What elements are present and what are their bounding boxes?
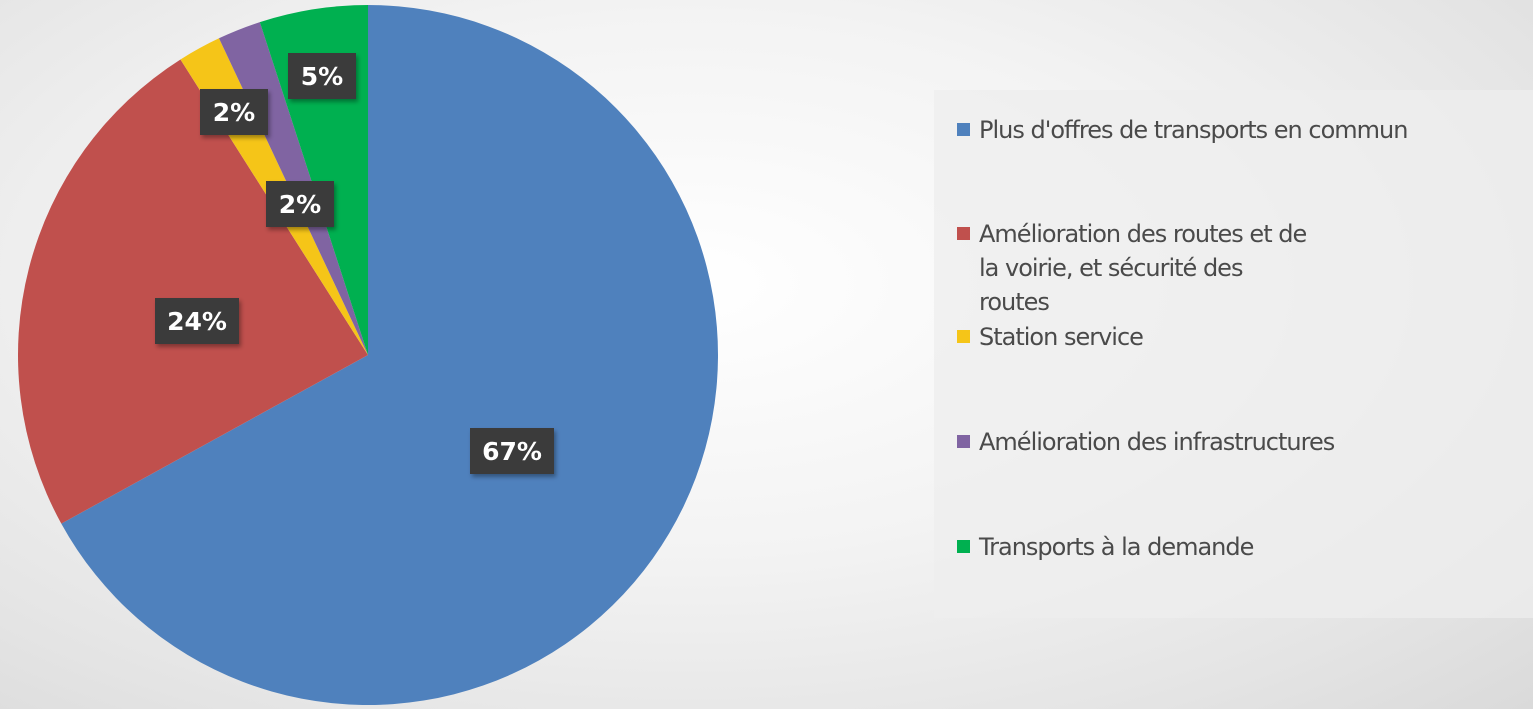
data-label-box (266, 181, 334, 227)
legend-swatch-purple (957, 435, 970, 448)
legend-item-routes-voirie: Amélioration des routes et de la voirie,… (957, 217, 1309, 319)
legend-label: Amélioration des routes et de la voirie,… (979, 220, 1307, 316)
legend-swatch-yellow (957, 330, 970, 343)
legend-item-station-service: Station service (957, 320, 1519, 354)
slice-routes-voirie (18, 59, 369, 524)
data-label-5: 5% (288, 53, 356, 99)
data-label-text: 2% (213, 98, 255, 127)
legend-label: Amélioration des infrastructures (979, 428, 1335, 456)
legend-item-transports-demande: Transports à la demande (957, 530, 1519, 564)
data-label-box (470, 428, 554, 474)
data-label-text: 5% (301, 62, 343, 91)
pie-data-labels: 67% 24% 2% 2% 5% (155, 53, 554, 474)
data-label-3: 2% (200, 89, 268, 135)
data-label-box (155, 298, 239, 344)
slice-transports-en-commun (61, 5, 719, 705)
legend-label: Plus d'offres de transports en commun (979, 116, 1408, 144)
data-label-box (200, 89, 268, 135)
legend (934, 90, 1533, 618)
legend-label: Station service (979, 323, 1144, 351)
data-label-2: 24% (155, 298, 239, 344)
data-label-4: 2% (266, 181, 334, 227)
data-label-text: 24% (167, 307, 227, 336)
legend-item-infrastructures: Amélioration des infrastructures (957, 425, 1519, 459)
data-label-1: 67% (470, 428, 554, 474)
data-label-box (288, 53, 356, 99)
legend-label: Transports à la demande (979, 533, 1254, 561)
data-label-text: 2% (279, 190, 321, 219)
legend-item-transports-en-commun: Plus d'offres de transports en commun (957, 113, 1519, 147)
legend-swatch-blue (957, 123, 970, 136)
pie-slices (18, 5, 719, 705)
legend-swatch-green (957, 540, 970, 553)
legend-swatch-red (957, 227, 970, 240)
data-label-text: 67% (482, 437, 542, 466)
